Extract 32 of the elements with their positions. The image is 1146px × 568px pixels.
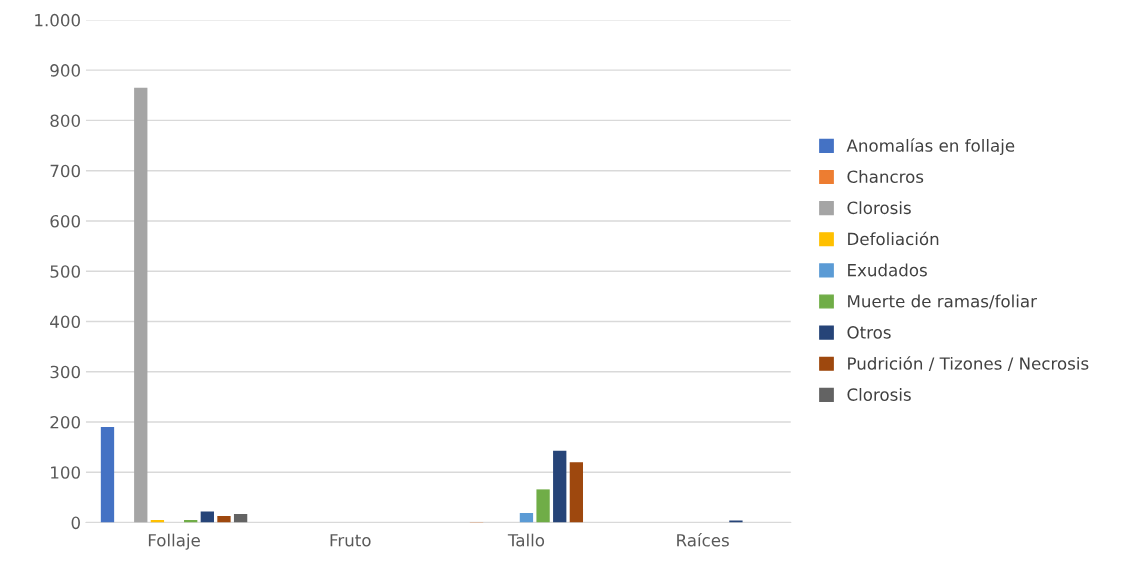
legend-label: Defoliación [848,231,939,246]
bar [134,87,148,523]
legend-label: Clorosis [847,388,911,401]
bar [536,489,550,523]
legend-label: Pudrición / Tizones / Necrosis [848,356,1089,372]
y-tick-label: 0 [71,516,80,530]
x-tick-label: Follaje [148,533,200,550]
bar [100,427,115,523]
legend-label: Muerte de ramas/foliar [848,294,1037,309]
y-tick-label: 700 [50,164,80,178]
y-tick-label: 100 [51,466,80,479]
x-tick-label: Tallo [507,533,545,547]
legend-label: Chancros [847,170,924,183]
legend-label: Otros [847,326,891,339]
legend-label: Anomalías en follaje [846,138,1015,156]
bar [519,513,534,523]
y-tick-label: 900 [50,64,80,77]
bar [569,462,584,523]
y-tick-label: 600 [50,214,80,228]
x-tick-label: Raíces [677,533,729,547]
legend-label: Clorosis [847,201,911,215]
x-tick-label: Fruto [330,534,371,547]
y-tick-label: 400 [50,315,80,329]
y-tick-label: 800 [50,114,80,127]
y-tick-label: 200 [50,415,80,429]
bar [233,514,248,523]
legend-label: Exudados [848,263,927,277]
y-tick-label: 1.000 [35,13,80,27]
bar [217,516,231,523]
y-tick-label: 500 [50,265,80,278]
y-tick-label: 300 [50,365,80,379]
bar [553,450,567,523]
